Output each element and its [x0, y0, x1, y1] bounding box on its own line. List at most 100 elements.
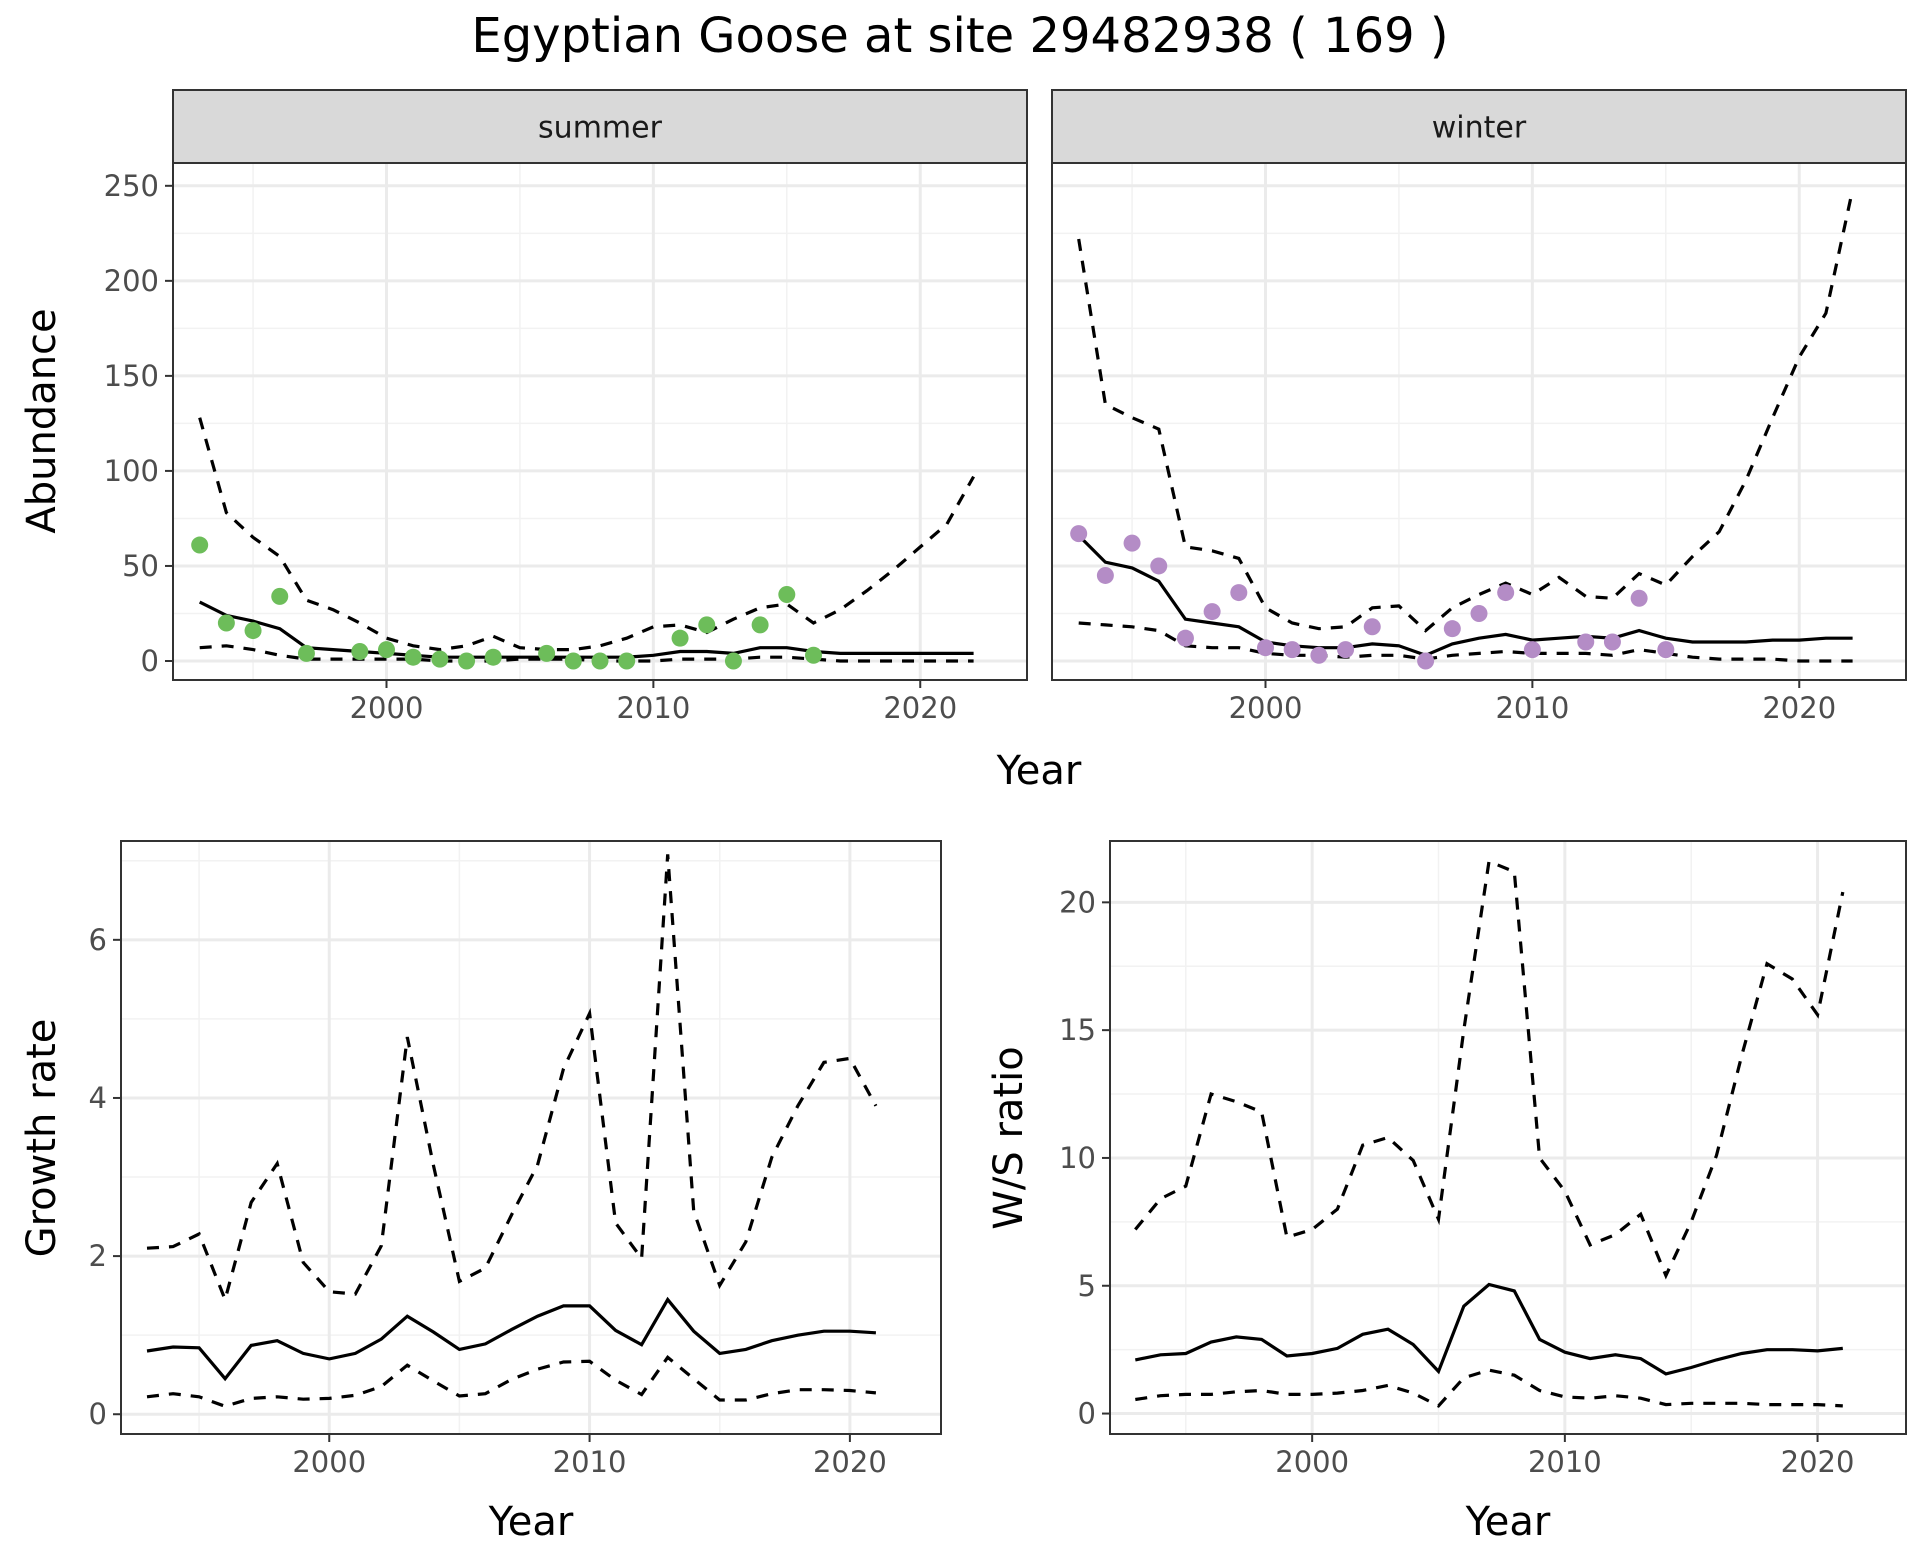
summer-panel: summer 2000 2010 2020 0 50 100 150 200 250	[104, 89, 1028, 725]
summer-count-point	[724, 652, 742, 670]
growth-y-axis-title: Growth rate	[19, 1019, 65, 1258]
summer-count-point	[244, 622, 262, 640]
y-tick-label: 5	[1078, 1269, 1096, 1303]
summer-upper-ci-line	[198, 417, 975, 652]
x-tick-label: 2020	[1762, 691, 1836, 725]
y-tick-label: 15	[1059, 1013, 1096, 1047]
y-tick-label: 50	[122, 549, 159, 583]
x-tick-label: 2020	[813, 1445, 887, 1479]
y-tick-label: 2	[89, 1239, 107, 1273]
summer-count-point	[378, 641, 395, 659]
ratio-x-axis-title: Year	[1465, 1499, 1551, 1545]
summer-count-point	[404, 648, 422, 666]
figure-title: Egyptian Goose at site 29482938 ( 169 )	[471, 8, 1449, 64]
x-tick-label: 2020	[883, 691, 957, 725]
winter-lower-ci-line	[1078, 621, 1853, 663]
winter-count-point	[1257, 639, 1274, 657]
winter-count-point	[1630, 589, 1648, 607]
growth-panel: 2000 2010 2020 0 2 4 6	[89, 840, 942, 1479]
winter-facet-label: winter	[1432, 111, 1527, 146]
winter-panel: winter 2000 2010 2020	[1051, 89, 1907, 725]
x-tick-label: 2010	[1495, 691, 1569, 725]
summer-count-point	[191, 536, 209, 554]
winter-count-point	[1337, 641, 1355, 659]
winter-count-point	[1150, 557, 1168, 575]
summer-count-point	[751, 616, 769, 634]
summer-mean-line	[198, 600, 974, 659]
summer-count-point	[698, 616, 716, 634]
growth-mean-line	[146, 1296, 876, 1382]
y-tick-label: 0	[1078, 1397, 1096, 1431]
summer-panel-border	[172, 162, 1028, 681]
winter-count-point	[1443, 620, 1461, 638]
y-tick-label: 150	[104, 359, 159, 393]
y-tick-label: 250	[104, 169, 159, 203]
winter-count-point	[1577, 633, 1595, 651]
y-tick-label: 10	[1059, 1141, 1096, 1175]
winter-count-point	[1203, 603, 1221, 621]
winter-count-point	[1283, 641, 1301, 659]
winter-count-point	[1176, 629, 1194, 647]
growth-lower-ci-line	[146, 1354, 877, 1408]
y-tick-label: 0	[89, 1397, 107, 1431]
winter-count-point	[1497, 584, 1515, 602]
winter-panel-border	[1051, 162, 1907, 681]
summer-count-point	[671, 629, 689, 647]
growth-panel-border	[120, 840, 942, 1435]
summer-count-point	[564, 652, 582, 670]
summer-count-point	[591, 652, 609, 670]
y-tick-label: 0	[141, 644, 159, 678]
winter-upper-ci-line	[1077, 189, 1855, 633]
x-tick-label: 2000	[1275, 1445, 1349, 1479]
y-tick-label: 6	[89, 923, 107, 957]
summer-facet-label: summer	[538, 111, 663, 146]
winter-count-point	[1603, 633, 1621, 651]
summer-count-point	[805, 646, 822, 664]
summer-count-point	[484, 648, 502, 666]
top-x-axis-title: Year	[996, 748, 1082, 794]
x-tick-label: 2010	[553, 1445, 627, 1479]
x-tick-label: 2010	[616, 691, 690, 725]
summer-count-point	[538, 644, 556, 662]
y-tick-label: 4	[89, 1081, 107, 1115]
y-tick-label: 20	[1059, 885, 1096, 919]
winter-count-point	[1523, 641, 1541, 659]
ratio-mean-line	[1134, 1282, 1843, 1376]
ratio-upper-ci-line	[1134, 859, 1845, 1280]
y-tick-label: 100	[104, 454, 159, 488]
x-tick-label: 2000	[350, 691, 424, 725]
winter-facet-strip	[1051, 89, 1907, 164]
x-tick-label: 2010	[1528, 1445, 1602, 1479]
ratio-lower-ci-line	[1135, 1368, 1843, 1408]
summer-lower-ci-line	[199, 644, 974, 663]
summer-count-point	[778, 585, 796, 603]
summer-count-point	[458, 652, 476, 670]
x-tick-label: 2000	[1229, 691, 1303, 725]
summer-count-point	[351, 642, 369, 660]
winter-count-point	[1657, 641, 1675, 659]
summer-facet-strip	[172, 89, 1028, 164]
summer-count-point	[217, 614, 235, 632]
winter-count-point	[1363, 618, 1381, 636]
winter-count-point	[1470, 604, 1488, 622]
ratio-y-axis-title: W/S ratio	[986, 1046, 1032, 1229]
winter-count-point	[1417, 652, 1435, 670]
y-tick-label: 200	[104, 264, 159, 298]
ratio-panel: 2000 2010 2020 0 5 10 15 20	[1059, 840, 1907, 1479]
winter-count-point	[1070, 525, 1088, 543]
x-tick-label: 2000	[292, 1445, 366, 1479]
summer-count-point	[271, 587, 289, 605]
winter-count-point	[1123, 534, 1141, 552]
summer-count-point	[431, 650, 449, 668]
summer-count-point	[618, 652, 636, 670]
winter-mean-line	[1077, 534, 1853, 658]
top-y-axis-title: Abundance	[19, 308, 65, 533]
x-tick-label: 2020	[1781, 1445, 1855, 1479]
ratio-panel-border	[1109, 840, 1907, 1435]
growth-x-axis-title: Year	[488, 1499, 574, 1545]
winter-count-point	[1310, 646, 1328, 664]
summer-count-point	[297, 644, 315, 662]
winter-count-point	[1230, 584, 1248, 602]
winter-count-point	[1096, 566, 1114, 584]
